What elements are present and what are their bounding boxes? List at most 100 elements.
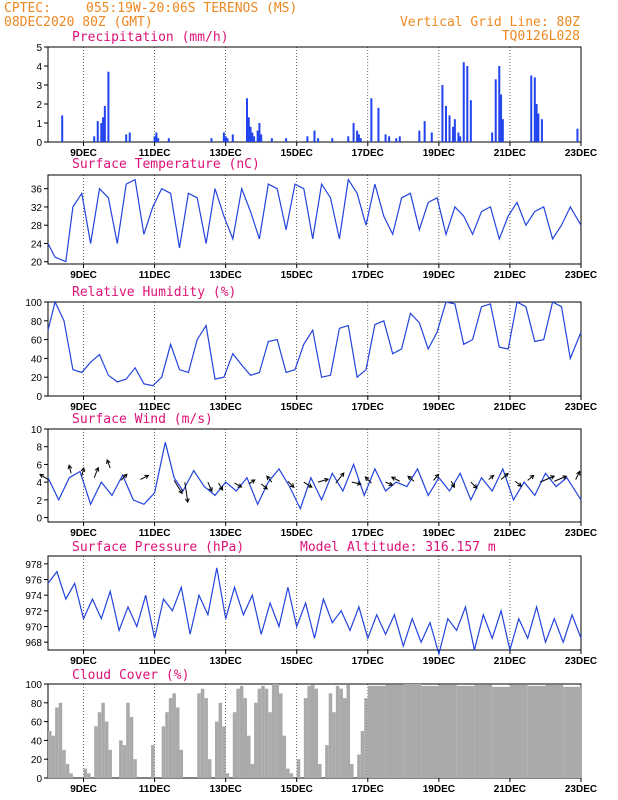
wind-vector (207, 481, 213, 492)
wind-vector (303, 481, 313, 488)
wind-vector-head (472, 484, 478, 489)
cloud-bar (271, 684, 276, 778)
temp-xtick-label: 11DEC (139, 270, 171, 281)
precip-bar (167, 138, 170, 142)
pres-xtick-label: 23DEC (565, 656, 597, 667)
precip-bar (352, 123, 355, 142)
cloud-bar (438, 684, 457, 778)
wind-vector (120, 474, 128, 481)
precip-bar (285, 138, 288, 142)
wind-vector-head (144, 474, 150, 480)
precip-bar (448, 115, 451, 142)
precip-bar (356, 130, 359, 142)
wind-vector (140, 475, 149, 480)
wind-xtick-label: 23DEC (565, 528, 597, 539)
temp-xtick-label: 23DEC (565, 270, 597, 281)
precip-bar (462, 62, 465, 143)
cloud-bar (122, 745, 127, 778)
wind-vector (554, 475, 567, 482)
wind-vector-head (576, 470, 581, 476)
precip-bar (249, 126, 252, 142)
wind-vector (488, 475, 494, 480)
temp-xtick-label: 9DEC (70, 270, 97, 281)
precip-bar (533, 77, 536, 142)
wind-vector (184, 482, 189, 503)
cloud-bar (172, 693, 176, 778)
rh-xtick-label: 19DEC (423, 402, 455, 413)
pres-xtick-label: 19DEC (423, 656, 455, 667)
wind-vector (391, 476, 401, 482)
precip-bar (107, 71, 110, 142)
rh-ytick-label: 40 (31, 354, 43, 365)
cloud-bar (119, 740, 123, 778)
cloud-xtick-label: 15DEC (281, 784, 313, 795)
pres-model-altitude: Model Altitude: 316.157 m (300, 540, 496, 555)
cloud-bar (58, 702, 63, 778)
cloud-bar (474, 684, 493, 778)
rh-ytick-label: 60 (31, 336, 43, 347)
wind-vector (317, 478, 329, 483)
precip-bar (494, 79, 497, 142)
cloud-bar (527, 685, 546, 778)
precip-bar (457, 132, 460, 142)
precip-bar (388, 136, 391, 142)
precip-bar (226, 138, 229, 142)
cloud-bar (275, 684, 279, 778)
wind-frame (47, 428, 582, 523)
wind-ytick-label: 2 (36, 496, 42, 507)
wind-xtick-label: 17DEC (352, 528, 384, 539)
precip-bar (491, 132, 494, 142)
wind-vector-head (80, 466, 86, 472)
wind-ytick-label: 0 (36, 514, 42, 525)
cloud-bar (126, 702, 130, 778)
precip-xtick-label: 23DEC (565, 148, 597, 159)
precip-bar (377, 107, 380, 142)
wind-vector (433, 474, 439, 481)
cloud-bar (261, 685, 265, 778)
precip-bar (306, 136, 309, 142)
temp-frame (47, 174, 582, 265)
wind-vector (385, 481, 393, 486)
plot-area: 9DEC 11DEC 13DEC 15DEC 17DEC 19DEC 21DEC 23DEC 0… (25, 43, 597, 795)
wind-vector-head (390, 476, 396, 481)
precip-bar (93, 136, 96, 142)
cloud-bar (342, 698, 347, 778)
wind-vector (234, 482, 242, 488)
wind-vector-head (39, 473, 45, 479)
precip-bar (224, 136, 227, 142)
precip-bar (103, 105, 106, 142)
cloud-bar (325, 745, 329, 778)
temp-ytick-label: 20 (31, 258, 43, 269)
wind-xtick-label: 19DEC (423, 528, 455, 539)
rh-xtick-label: 15DEC (281, 402, 313, 413)
precip-bar (501, 119, 504, 142)
rh-ytick-label: 0 (36, 392, 42, 403)
pres-xtick-label: 15DEC (281, 656, 313, 667)
cloud-bar (246, 735, 251, 778)
cloud-bar (421, 685, 439, 778)
rh-xtick-label: 21DEC (494, 402, 526, 413)
cloud-bar (332, 712, 336, 778)
cloud-bar (69, 773, 73, 778)
cloud-title: Cloud Cover (%) (72, 668, 189, 683)
wind-vector-head (94, 466, 100, 472)
cloud-bar (97, 712, 102, 778)
wind-vector (407, 475, 415, 482)
cloud-bar (357, 754, 361, 778)
cloud-bar (318, 763, 322, 778)
cloud-bar (175, 707, 180, 778)
cloud-bar (204, 698, 208, 778)
wind-vector (527, 474, 535, 481)
rh-xtick-label: 11DEC (139, 402, 171, 413)
cloud-bar (225, 773, 230, 778)
cloud-bar (168, 698, 173, 778)
precip-bar (153, 136, 156, 142)
cloud-bar (83, 768, 88, 778)
cloud-bar (151, 745, 155, 778)
cloud-bar (62, 749, 66, 778)
cloud-xtick-label: 13DEC (210, 784, 242, 795)
pres-ytick-label: 970 (25, 623, 42, 634)
precip-bar (441, 85, 444, 142)
precip-title: Precipitation (mm/h) (72, 30, 229, 45)
cloud-bar (239, 685, 244, 778)
